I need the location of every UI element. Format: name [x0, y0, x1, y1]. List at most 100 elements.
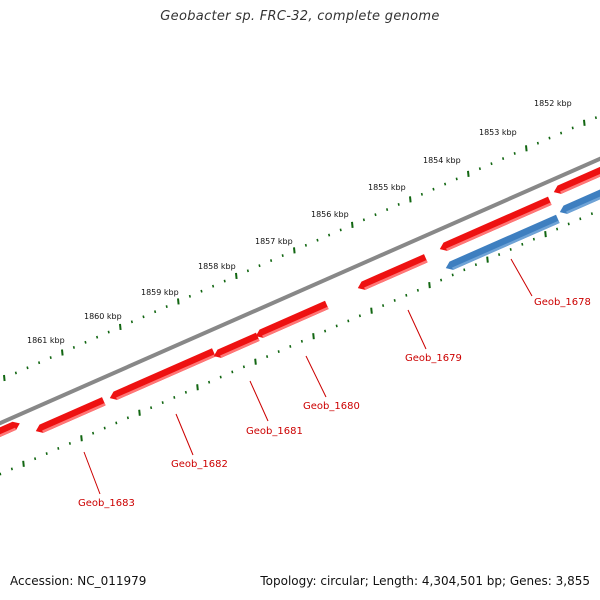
scale-tick — [270, 259, 273, 263]
scale-tick — [370, 307, 373, 314]
scale-tick — [45, 452, 48, 456]
scale-tick — [300, 339, 303, 343]
scale-tick — [362, 218, 365, 222]
scale-tick — [548, 136, 551, 140]
scale-tick — [165, 305, 168, 308]
scale-tick — [432, 187, 435, 191]
kbp-label: 1857 kbp — [255, 237, 293, 246]
reverse-gene-arrow[interactable] — [444, 214, 560, 273]
scale-tick — [382, 304, 385, 308]
scale-tick — [103, 426, 106, 430]
scale-tick — [22, 460, 25, 467]
scale-tick — [242, 365, 245, 369]
gene-label[interactable]: Geob_1678 — [534, 297, 591, 308]
scale-tick — [130, 320, 133, 324]
scale-tick — [451, 273, 454, 277]
scale-tick — [374, 213, 377, 217]
scale-tick — [107, 330, 110, 334]
scale-tick — [467, 170, 470, 177]
kbp-label: 1861 kbp — [27, 336, 65, 345]
scale-tick — [161, 401, 164, 404]
scale-tick — [474, 263, 477, 267]
scale-tick — [266, 355, 269, 359]
scale-tick — [258, 264, 261, 268]
scale-tick — [393, 299, 396, 302]
scale-tick — [196, 384, 199, 391]
scale-tick — [254, 358, 257, 365]
callout-line — [249, 380, 269, 422]
scale-tick — [246, 269, 249, 273]
scale-tick — [486, 256, 489, 263]
gene-label[interactable]: Geob_1681 — [246, 426, 303, 437]
scale-tick — [188, 294, 191, 298]
scale-tick — [347, 319, 350, 323]
callout-line — [175, 413, 194, 456]
gene-label[interactable]: Geob_1679 — [405, 353, 462, 364]
outer-scale-ticks — [3, 116, 597, 382]
scale-tick — [142, 315, 145, 319]
scale-tick — [536, 141, 539, 145]
scale-tick — [115, 421, 118, 425]
callout-line — [407, 309, 427, 350]
scale-tick — [26, 366, 29, 370]
genome-info-text: Topology: circular; Length: 4,304,501 bp… — [260, 574, 590, 588]
callout-line — [305, 355, 327, 398]
scale-tick — [478, 167, 481, 171]
forward-gene-arrow[interactable] — [254, 300, 329, 340]
scale-tick — [68, 441, 71, 445]
scale-tick — [525, 145, 528, 152]
callout-line — [510, 258, 533, 297]
scale-tick — [509, 247, 512, 251]
scale-tick — [594, 116, 597, 120]
scale-tick — [212, 284, 215, 288]
scale-tick — [138, 409, 141, 416]
forward-gene-arrow[interactable] — [552, 158, 600, 196]
forward-gene-arrow[interactable] — [34, 397, 106, 435]
scale-tick — [328, 233, 331, 237]
scale-tick — [339, 228, 342, 232]
scale-tick — [80, 435, 83, 442]
gene-features — [0, 158, 600, 445]
reverse-gene-arrow[interactable] — [558, 180, 600, 217]
scale-tick — [498, 253, 501, 256]
scale-tick — [440, 278, 443, 282]
inner-scale-ticks — [0, 212, 593, 476]
forward-gene-arrow[interactable] — [108, 348, 216, 402]
scale-tick — [532, 237, 535, 241]
kbp-label: 1853 kbp — [479, 128, 517, 137]
forward-gene-arrow[interactable] — [0, 419, 22, 445]
forward-gene-arrow[interactable] — [212, 332, 260, 361]
kbp-label: 1859 kbp — [141, 288, 179, 297]
map-title: Geobacter sp. FRC-32, complete genome — [160, 9, 440, 24]
scale-tick — [219, 375, 222, 379]
scale-tick — [409, 196, 412, 203]
scale-tick — [351, 221, 354, 228]
scale-tick — [223, 279, 226, 283]
forward-gene-arrow[interactable] — [356, 254, 428, 292]
scale-tick — [84, 340, 87, 344]
kbp-label: 1855 kbp — [368, 183, 406, 192]
scale-tick — [177, 298, 180, 305]
scale-tick — [571, 126, 574, 130]
scale-tick — [173, 396, 176, 399]
scale-tick — [184, 390, 187, 394]
scale-tick — [567, 222, 570, 226]
scale-tick — [126, 416, 129, 420]
scale-tick — [513, 151, 516, 155]
gene-label[interactable]: Geob_1682 — [171, 459, 228, 470]
scale-tick — [61, 349, 64, 356]
scale-tick — [3, 374, 6, 382]
kbp-label: 1856 kbp — [311, 210, 349, 219]
forward-gene-arrow[interactable] — [438, 196, 552, 254]
scale-tick — [358, 314, 361, 318]
scale-tick — [590, 212, 593, 216]
scale-tick — [583, 119, 586, 126]
scale-tick — [420, 192, 423, 196]
scale-tick — [34, 457, 37, 461]
gene-callouts — [83, 258, 533, 495]
scale-tick — [324, 329, 327, 333]
gene-label[interactable]: Geob_1683 — [78, 498, 135, 509]
scale-tick — [293, 247, 296, 254]
gene-label[interactable]: Geob_1680 — [303, 401, 360, 412]
